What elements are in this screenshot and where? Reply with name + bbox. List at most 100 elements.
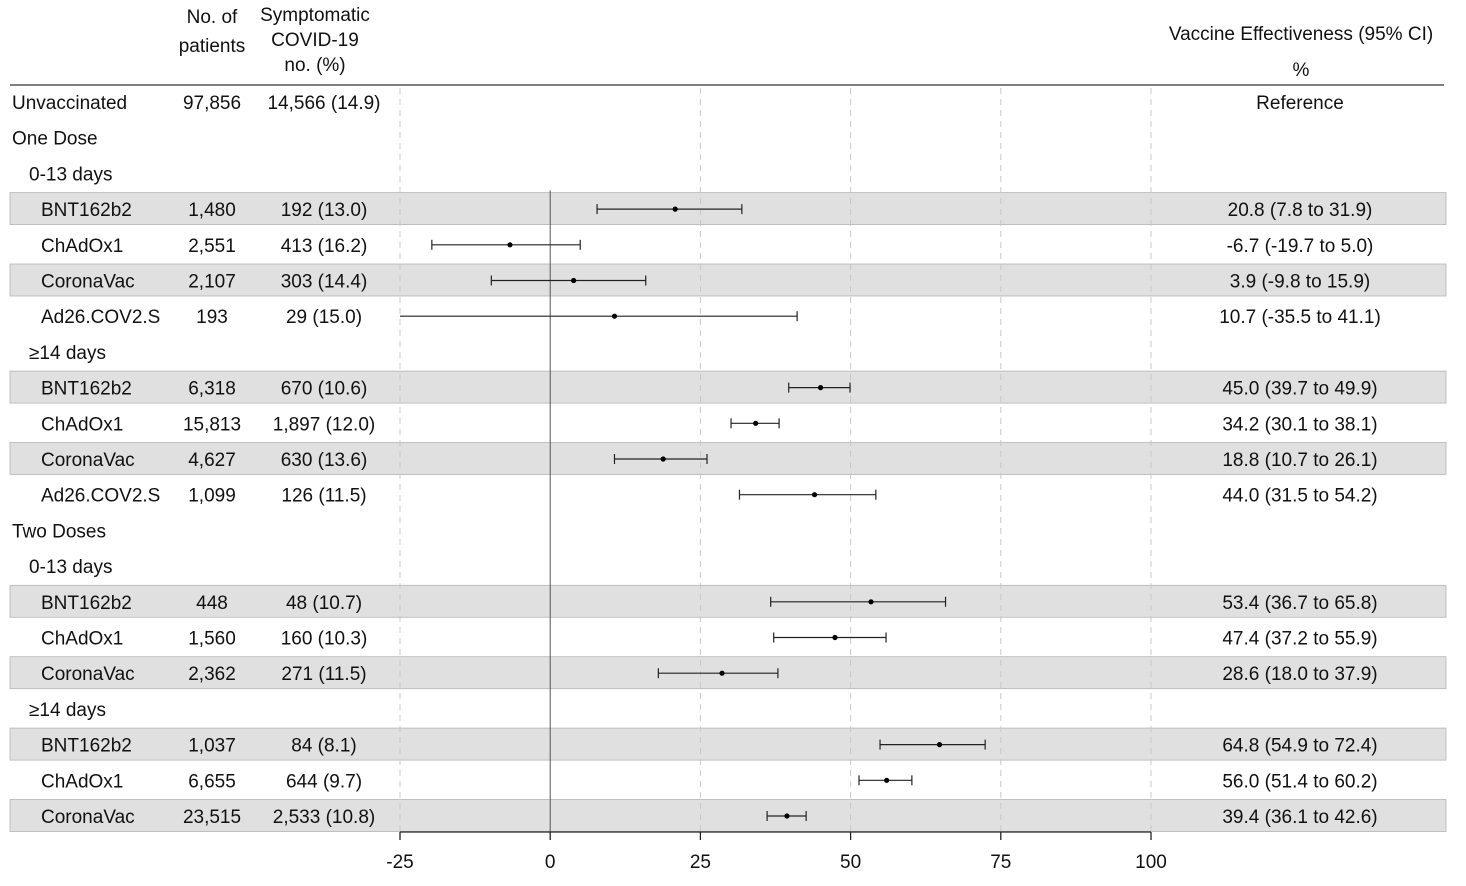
symptomatic-cell: 670 (10.6) [281, 379, 368, 400]
ve-text-cell: 44.0 (31.5 to 54.2) [1222, 486, 1377, 507]
row-label: Ad26.COV2.S [41, 307, 160, 328]
point-estimate [611, 313, 618, 319]
row-label: CoronaVac [41, 664, 135, 685]
patients-cell: 97,856 [183, 93, 241, 114]
x-tick-label: -25 [386, 852, 413, 873]
header-symptomatic-line3: no. (%) [284, 55, 346, 76]
ve-text-cell: 45.0 (39.7 to 49.9) [1222, 379, 1377, 400]
ve-text-cell: 56.0 (51.4 to 60.2) [1222, 771, 1377, 792]
symptomatic-cell: 303 (14.4) [281, 272, 368, 293]
row-label: CoronaVac [41, 807, 135, 828]
ve-text-cell: Reference [1256, 93, 1344, 114]
header-effectiveness: Vaccine Effectiveness (95% CI) % [1150, 17, 1452, 89]
ve-text-cell: 10.7 (-35.5 to 41.1) [1219, 307, 1381, 328]
row-label: BNT162b2 [41, 593, 132, 614]
header-symptomatic: Symptomatic COVID-19 no. (%) [248, 3, 382, 78]
point-estimate [660, 456, 666, 462]
symptomatic-cell: 413 (16.2) [281, 236, 368, 257]
header-patients-line1: No. of [186, 7, 238, 28]
symptomatic-cell: 1,897 (12.0) [273, 414, 375, 435]
patients-cell: 23,515 [183, 807, 241, 828]
ve-text-cell: -6.7 (-19.7 to 5.0) [1227, 236, 1374, 257]
point-estimate [753, 420, 759, 426]
patients-cell: 1,480 [188, 200, 236, 221]
x-tick-label: 100 [1135, 852, 1167, 873]
symptomatic-cell: 14,566 (14.9) [267, 93, 380, 114]
group-label: Two Doses [12, 521, 106, 542]
ve-text-cell: 34.2 (30.1 to 38.1) [1222, 414, 1377, 435]
symptomatic-cell: 644 (9.7) [286, 771, 362, 792]
row-band [9, 263, 1447, 297]
row-band [9, 727, 1447, 761]
header-symptomatic-line2: COVID-19 [271, 30, 359, 51]
row-label: CoronaVac [41, 272, 135, 293]
symptomatic-cell: 48 (10.7) [286, 593, 362, 614]
row-label: ChAdOx1 [41, 236, 123, 257]
ve-text-cell: 20.8 (7.8 to 31.9) [1228, 200, 1373, 221]
point-estimate [832, 634, 838, 641]
point-estimate [884, 777, 890, 783]
symptomatic-cell: 84 (8.1) [291, 736, 356, 757]
row-label: BNT162b2 [41, 736, 132, 757]
row-band [9, 584, 1447, 618]
group-label: ≥14 days [29, 343, 106, 364]
point-estimate [936, 742, 943, 748]
group-label: ≥14 days [29, 700, 106, 721]
point-estimate [811, 492, 818, 498]
patients-cell: 1,037 [188, 736, 236, 757]
patients-cell: 1,560 [188, 629, 236, 650]
point-estimate [719, 670, 725, 676]
ve-text-cell: 64.8 (54.9 to 72.4) [1222, 736, 1377, 757]
row-label: ChAdOx1 [41, 414, 123, 435]
ve-text-cell: 18.8 (10.7 to 26.1) [1222, 450, 1377, 471]
row-label: ChAdOx1 [41, 629, 123, 650]
patients-cell: 2,551 [188, 236, 236, 257]
symptomatic-cell: 126 (11.5) [281, 486, 366, 507]
symptomatic-cell: 2,533 (10.8) [273, 807, 375, 828]
ve-text-cell: 28.6 (18.0 to 37.9) [1222, 664, 1377, 685]
x-tick-label: 25 [690, 852, 711, 873]
patients-cell: 4,627 [188, 450, 236, 471]
group-label: 0-13 days [29, 557, 112, 578]
x-tick-label: 50 [840, 852, 861, 873]
header-patients: No. of patients [170, 3, 254, 61]
ve-text-cell: 3.9 (-9.8 to 15.9) [1230, 272, 1370, 293]
x-tick-label: 75 [990, 852, 1011, 873]
symptomatic-cell: 192 (13.0) [281, 200, 368, 221]
symptomatic-cell: 630 (13.6) [281, 450, 368, 471]
row-label: ChAdOx1 [41, 771, 123, 792]
group-label: 0-13 days [29, 164, 112, 185]
point-estimate [507, 242, 513, 248]
header-effectiveness-line2: % [1292, 60, 1310, 81]
ve-text-cell: 47.4 (37.2 to 55.9) [1222, 629, 1377, 650]
point-estimate [571, 277, 577, 284]
row-band [9, 370, 1447, 404]
point-estimate [784, 813, 790, 819]
header-symptomatic-line1: Symptomatic [260, 5, 370, 26]
header-effectiveness-line1: Vaccine Effectiveness (95% CI) [1168, 24, 1434, 45]
point-estimate [817, 385, 824, 391]
row-label: CoronaVac [41, 450, 135, 471]
patients-cell: 1,099 [188, 486, 236, 507]
row-label: BNT162b2 [41, 200, 132, 221]
point-estimate [868, 599, 874, 605]
row-label: BNT162b2 [41, 379, 132, 400]
row-band [9, 442, 1447, 475]
patients-cell: 448 [196, 593, 228, 614]
row-label: Ad26.COV2.S [41, 486, 160, 507]
symptomatic-cell: 29 (15.0) [286, 307, 362, 328]
patients-cell: 2,362 [188, 664, 236, 685]
symptomatic-cell: 160 (10.3) [281, 629, 368, 650]
point-estimate [672, 206, 678, 212]
ve-text-cell: 53.4 (36.7 to 65.8) [1222, 593, 1377, 614]
header-patients-line2: patients [178, 36, 246, 57]
patients-cell: 6,655 [188, 771, 236, 792]
ve-text-cell: 39.4 (36.1 to 42.6) [1222, 807, 1377, 828]
row-label: Unvaccinated [12, 93, 127, 114]
group-label: One Dose [12, 129, 98, 150]
symptomatic-cell: 271 (11.5) [281, 664, 366, 685]
patients-cell: 2,107 [188, 272, 236, 293]
patients-cell: 15,813 [183, 414, 241, 435]
row-band [9, 799, 1447, 832]
